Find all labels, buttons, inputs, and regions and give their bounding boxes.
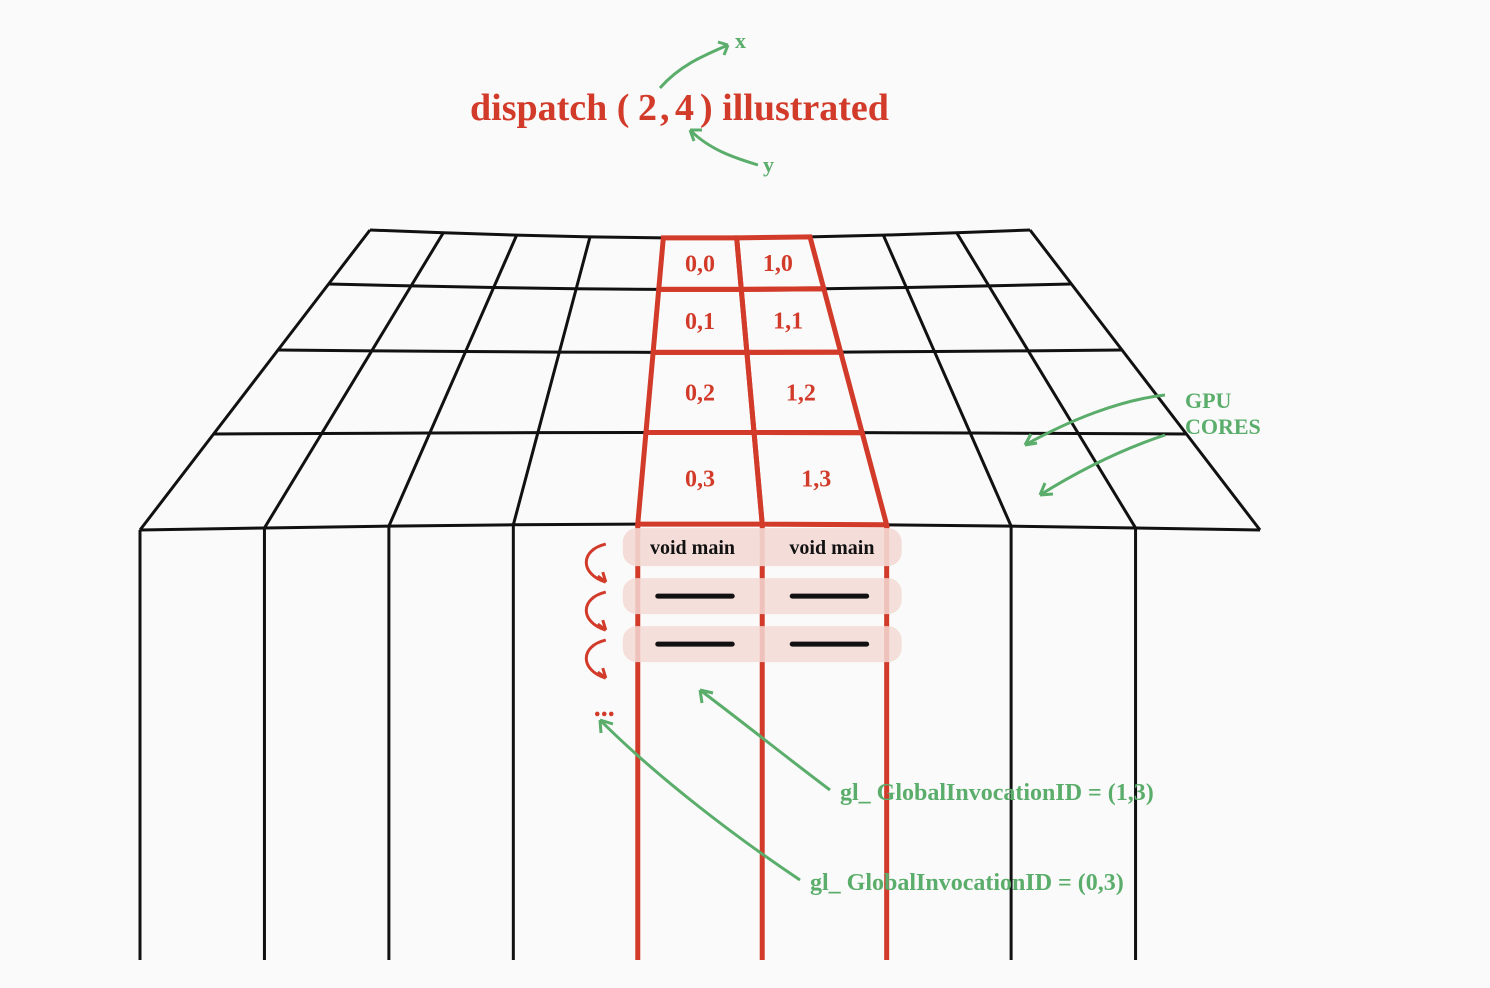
loop-arrows: ... (586, 544, 615, 723)
title-group: dispatch ( 2 , 4 ) illustrated x y (470, 28, 889, 177)
arrow-to-x (660, 45, 728, 88)
axis-x-label: x (735, 28, 746, 53)
cell-label-0-2: 0,2 (685, 380, 715, 406)
invocation-annotations: gl_ GlobalInvocationID = (1,3) gl_ Globa… (600, 690, 1154, 896)
cell-label-0-1: 0,1 (685, 309, 715, 335)
title-prefix: dispatch ( (470, 87, 629, 129)
cell-label-1-1: 1,1 (773, 309, 803, 335)
title-suffix: ) illustrated (700, 87, 889, 129)
gpu-label-line2: CORES (1185, 414, 1261, 439)
cell-label-1-3: 1,3 (801, 467, 831, 493)
gpu-arrow-1 (1025, 395, 1165, 445)
grid-col-1 (264, 233, 443, 528)
title-x-value: 2 (638, 87, 657, 129)
loop-dots: ... (594, 692, 615, 723)
cell-label-1-2: 1,2 (786, 380, 816, 406)
title-y-value: 4 (675, 87, 694, 129)
diagram-canvas: dispatch ( 2 , 4 ) illustrated x y 0,0 1,… (0, 0, 1490, 988)
gpu-label-line1: GPU (1185, 388, 1232, 413)
grid-col-3 (513, 237, 590, 525)
invocation-label-left: gl_ GlobalInvocationID = (0,3) (810, 870, 1124, 896)
grid-col-9 (1030, 230, 1260, 530)
title-comma: , (660, 87, 670, 129)
axis-y-label: y (763, 152, 774, 177)
cell-label-0-0: 0,0 (685, 252, 715, 278)
dispatch-highlight-cells: 0,0 1,0 0,1 1,1 0,2 1,2 0,3 1,3 (638, 237, 887, 525)
gpu-arrow-2 (1040, 435, 1165, 495)
arrow-to-y (690, 130, 758, 165)
code-right-main: void main (789, 537, 874, 559)
invocation-arrow-right (700, 690, 830, 790)
code-left-main: void main (650, 537, 735, 559)
shader-code-block: void main void main (623, 528, 902, 662)
grid-col-7 (883, 235, 1011, 526)
grid-col-2 (389, 235, 517, 526)
grid-col-0 (140, 230, 370, 530)
cell-label-0-3: 0,3 (685, 466, 715, 492)
cell-label-1-0: 1,0 (763, 251, 793, 277)
invocation-label-right: gl_ GlobalInvocationID = (1,3) (840, 780, 1154, 806)
